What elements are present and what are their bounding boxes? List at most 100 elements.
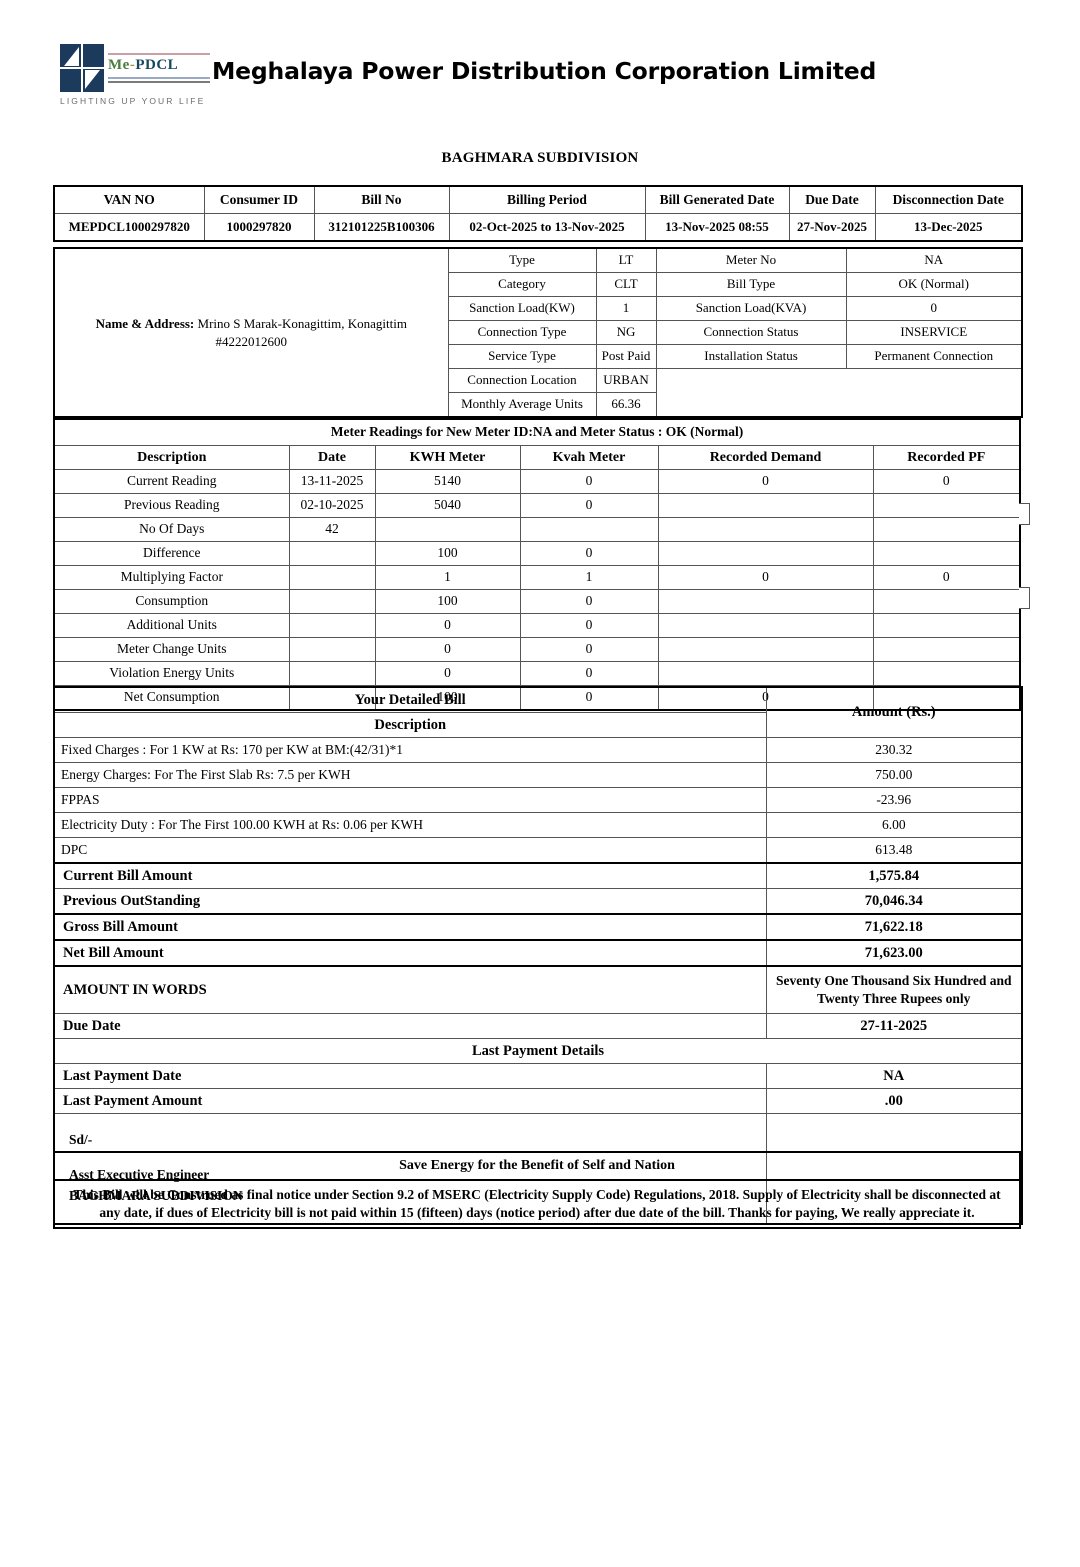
details-value-connection-type: NG xyxy=(595,320,657,345)
meter-row-6-pf xyxy=(872,613,1021,638)
meter-row-1-kwh: 5040 xyxy=(374,493,521,518)
amount-in-words-value: Seventy One Thousand Six Hundred and Twe… xyxy=(765,965,1023,1014)
details-value-monthly-average-units: 66.36 xyxy=(595,392,657,418)
bill-charge-0-desc: Fixed Charges : For 1 KW at Rs: 170 per … xyxy=(53,737,767,763)
details-empty-5a xyxy=(656,369,846,393)
legal-notice-text: This Bill will be Construed as final not… xyxy=(53,1178,1021,1229)
summary-value-disconnection-date: 13-Dec-2025 xyxy=(874,213,1023,242)
bill-title-row: Your Detailed Bill Amount (Rs.) xyxy=(53,686,1023,738)
name-address-line2: #4222012600 xyxy=(215,333,288,349)
logo-top-row: Me-PDCL xyxy=(60,44,210,92)
table-row: Meter Change Units 0 0 xyxy=(53,637,1021,662)
notice-row: This Bill will be Construed as final not… xyxy=(53,1178,1021,1229)
bill-charge-1-amount: 750.00 xyxy=(765,762,1023,788)
connection-details-table: Name & Address: Mrino S Marak-Konagittim… xyxy=(53,247,1023,418)
meter-row-8-date xyxy=(288,661,376,686)
total-row-current-bill: Current Bill Amount 1,575.84 xyxy=(53,862,1023,889)
meter-header-date: Date xyxy=(288,445,376,470)
amount-in-words-row: AMOUNT IN WORDS Seventy One Thousand Six… xyxy=(53,965,1023,1014)
meter-row-3-date xyxy=(288,541,376,566)
summary-value-van-no: MEPDCL1000297820 xyxy=(53,213,205,242)
page-header: Me-PDCL LIGHTING UP YOUR LIFE Meghalaya … xyxy=(60,44,876,106)
meter-row-5-desc: Consumption xyxy=(53,589,290,614)
meter-header-description: Description xyxy=(53,445,290,470)
details-value-sanction-load-kva: 0 xyxy=(845,296,1023,321)
detailed-bill-table: Your Detailed Bill Amount (Rs.) Descript… xyxy=(53,686,1023,1225)
details-empty-5b xyxy=(846,369,1022,393)
details-value-bill-type: OK (Normal) xyxy=(845,272,1023,297)
total-label-previous-outstanding: Previous OutStanding xyxy=(53,888,767,915)
mepdcl-emblem-icon xyxy=(60,44,104,92)
meter-row-0-date: 13-11-2025 xyxy=(288,469,376,494)
logo-wordmark: Me-PDCL xyxy=(104,44,210,92)
details-value-connection-location: URBAN xyxy=(595,368,657,393)
details-row-2: Sanction Load(KW) 1 Sanction Load(KVA) 0 xyxy=(54,296,1023,321)
table-row: Additional Units 0 0 xyxy=(53,613,1021,638)
summary-value-billing-period: 02-Oct-2025 to 13-Nov-2025 xyxy=(448,213,646,242)
summary-header-bill-generated-date: Bill Generated Date xyxy=(644,185,790,214)
meter-row-1-desc: Previous Reading xyxy=(53,493,290,518)
meter-header-recorded-pf: Recorded PF xyxy=(872,445,1021,470)
meter-header-recorded-demand: Recorded Demand xyxy=(657,445,874,470)
meter-row-6-kwh: 0 xyxy=(374,613,521,638)
bill-charge-0-amount: 230.32 xyxy=(765,737,1023,763)
summary-value-due-date: 27-Nov-2025 xyxy=(788,213,876,242)
company-name: Meghalaya Power Distribution Corporation… xyxy=(212,57,877,85)
logo-text: Me-PDCL xyxy=(108,57,210,74)
total-row-previous-outstanding: Previous OutStanding 70,046.34 xyxy=(53,888,1023,915)
meter-row-0-kvah: 0 xyxy=(519,469,659,494)
table-row: Current Reading 13-11-2025 5140 0 0 0 xyxy=(53,469,1021,494)
meter-row-6-demand xyxy=(657,613,874,638)
summary-header-due-date: Due Date xyxy=(788,185,876,214)
table-row: Multiplying Factor 1 1 0 0 xyxy=(53,565,1021,590)
logo-rule-pink xyxy=(108,53,210,55)
meter-row-4-kvah: 1 xyxy=(519,565,659,590)
mepdcl-logo: Me-PDCL LIGHTING UP YOUR LIFE xyxy=(60,44,210,106)
name-address-cell: Name & Address: Mrino S Marak-Konagittim… xyxy=(53,247,449,418)
save-energy-message: Save Energy for the Benefit of Self and … xyxy=(53,1151,1021,1180)
bill-title: Your Detailed Bill xyxy=(53,686,767,713)
meter-row-7-pf xyxy=(872,637,1021,662)
summary-value-consumer-id: 1000297820 xyxy=(203,213,315,242)
total-label-current-bill: Current Bill Amount xyxy=(53,862,767,889)
summary-header-consumer-id: Consumer ID xyxy=(203,185,315,214)
last-payment-date-row: Last Payment Date NA xyxy=(53,1063,1023,1089)
summary-value-bill-no: 312101225B100306 xyxy=(313,213,450,242)
table-row: DPC 613.48 xyxy=(53,837,1023,864)
total-label-net-bill: Net Bill Amount xyxy=(53,939,767,967)
due-date-value: 27-11-2025 xyxy=(765,1013,1023,1039)
table-row: Electricity Duty : For The First 100.00 … xyxy=(53,812,1023,838)
meter-row-4-date xyxy=(288,565,376,590)
table-row: Energy Charges: For The First Slab Rs: 7… xyxy=(53,762,1023,788)
meter-row-6-date xyxy=(288,613,376,638)
details-value-service-type: Post Paid xyxy=(595,344,657,369)
details-empty-6b xyxy=(846,393,1022,418)
details-key-connection-location: Connection Location xyxy=(447,368,597,393)
name-address-value: Mrino S Marak-Konagittim, Konagittim xyxy=(197,315,407,331)
details-value-connection-status: INSERVICE xyxy=(845,320,1023,345)
summary-header-van-no: VAN NO xyxy=(53,185,205,214)
meter-row-8-demand xyxy=(657,661,874,686)
details-value-type: LT xyxy=(595,247,657,273)
subdivision-title: BAGHMARA SUBDIVISION xyxy=(441,150,639,166)
bill-charge-2-desc: FPPAS xyxy=(53,787,767,813)
meter-row-5-kwh: 100 xyxy=(374,589,521,614)
meter-row-7-kvah: 0 xyxy=(519,637,659,662)
bill-charge-3-desc: Electricity Duty : For The First 100.00 … xyxy=(53,812,767,838)
table-row: Fixed Charges : For 1 KW at Rs: 170 per … xyxy=(53,737,1023,763)
meter-row-0-demand: 0 xyxy=(657,469,874,494)
bill-summary-table: VAN NO Consumer ID Bill No Billing Perio… xyxy=(53,185,1023,242)
logo-text-me: Me xyxy=(108,57,130,73)
meter-readings-table: Meter Readings for New Meter ID:NA and M… xyxy=(53,418,1022,711)
meter-row-0-kwh: 5140 xyxy=(374,469,521,494)
total-amount-current-bill: 1,575.84 xyxy=(765,862,1023,889)
meter-caption: Meter Readings for New Meter ID:NA and M… xyxy=(53,418,1021,446)
meter-row-8-kvah: 0 xyxy=(519,661,659,686)
details-key-connection-type: Connection Type xyxy=(447,320,597,345)
last-payment-details-title: Last Payment Details xyxy=(53,1038,1023,1064)
meter-row-5-date xyxy=(288,589,376,614)
summary-value-row: MEPDCL1000297820 1000297820 312101225B10… xyxy=(53,213,1023,242)
meter-header-row: Description Date KWH Meter Kvah Meter Re… xyxy=(53,445,1021,470)
meter-row-overhang-no-of-days xyxy=(1019,503,1030,525)
meter-caption-row: Meter Readings for New Meter ID:NA and M… xyxy=(53,418,1021,446)
